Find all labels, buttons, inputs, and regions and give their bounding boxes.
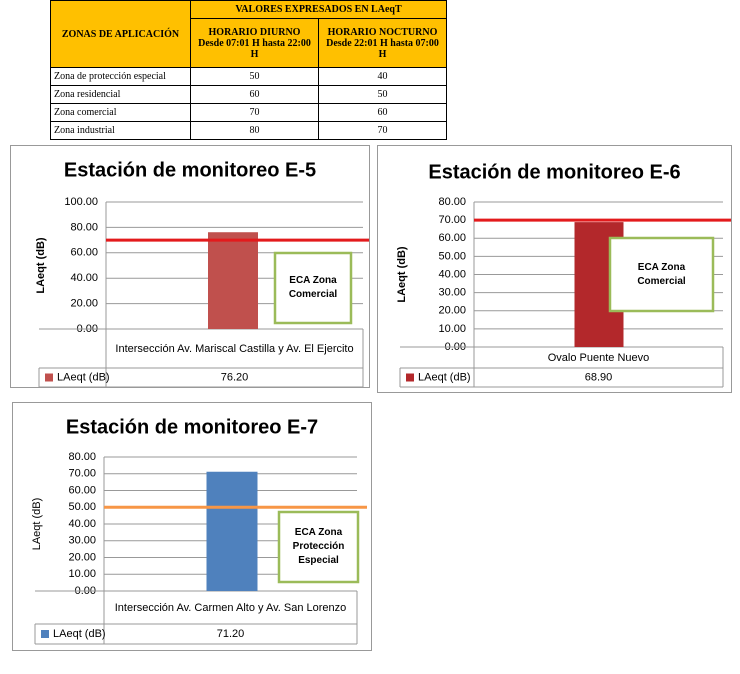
bar — [208, 232, 258, 329]
y-tick-label: 20.00 — [68, 551, 96, 563]
value-label: 71.20 — [217, 628, 245, 640]
cell: Zona residencial — [50, 85, 191, 104]
y-tick-label: 30.00 — [68, 535, 96, 547]
category-label-box: Intersección Av. Carmen Alto y Av. San L… — [114, 601, 347, 614]
cell: 80 — [190, 121, 319, 140]
y-tick-label: 50.00 — [438, 250, 466, 262]
annotation: ECA Zona Protección Especial — [292, 527, 345, 566]
y-tick-label: 60.00 — [70, 247, 98, 259]
cell: 50 — [318, 85, 447, 104]
column-header: HORARIO NOCTURNO Desde 22:01 H hasta 07:0… — [318, 18, 447, 68]
annotation-box: ECA Zona Comercial — [637, 261, 686, 287]
y-tick-label: 80.00 — [70, 221, 98, 233]
value-label: 76.20 — [221, 371, 249, 383]
legend-label: LAeqt (dB) — [418, 371, 471, 383]
category-label-box: Ovalo Puente Nuevo — [547, 351, 650, 364]
y-axis-label: LAeqt (dB) — [396, 246, 408, 303]
y-tick-label: 20.00 — [438, 305, 466, 317]
chart-title: Estación de monitoreo E-7 — [66, 416, 318, 438]
value-label: 68.90 — [585, 371, 613, 383]
cell: 40 — [318, 67, 447, 86]
y-tick-label: 10.00 — [68, 568, 96, 580]
legend-swatch — [41, 630, 49, 638]
column-header: HORARIO DIURNO Desde 07:01 H hasta 22:00 … — [190, 18, 319, 68]
cell: 60 — [190, 85, 319, 104]
category-label: Ovalo Puente Nuevo — [547, 351, 650, 364]
cell: Zona de protección especial — [50, 67, 191, 86]
annotation-frame — [608, 236, 715, 313]
column-title: HORARIO NOCTURNO — [327, 26, 438, 38]
y-axis-label: LAeqt (dB) — [31, 498, 43, 551]
cell: 50 — [190, 67, 319, 86]
column-subtitle: Desde 22:01 H hasta 07:00 H — [326, 37, 439, 60]
chart-panel: Estación de monitoreo E-5 LAeqt (dB) 0.00 2… — [10, 145, 373, 388]
y-tick-label: 30.00 — [438, 287, 466, 299]
y-tick-label: 50.00 — [68, 501, 96, 513]
category-label: Intersección Av. Mariscal Castilla y Av.… — [115, 342, 354, 355]
bar — [206, 471, 258, 591]
chart-panel: Estación de monitoreo E-7 LAeqt (dB) 0.00 1… — [12, 402, 372, 651]
annotation: ECA Zona Comercial — [637, 261, 686, 287]
chart-title: Estación de monitoreo E-5 — [64, 159, 316, 181]
annotation-frame — [273, 251, 353, 325]
y-tick-label: 80.00 — [438, 196, 466, 208]
annotation: ECA Zona Comercial — [288, 275, 338, 300]
chart-panel: Estación de monitoreo E-6 LAeqt (dB) 0.00 1… — [377, 145, 733, 393]
y-tick-label: 40.00 — [438, 268, 466, 280]
annotation-box: ECA Zona Comercial — [288, 275, 338, 300]
y-tick-label: 70.00 — [68, 468, 96, 480]
y-tick-label: 70.00 — [438, 214, 466, 226]
annotation-box: ECA Zona Protección Especial — [292, 527, 345, 566]
category-label-box: Intersección Av. Mariscal Castilla y Av.… — [115, 342, 354, 355]
limits-table: ZONAS DE APLICACIÓN VALORES EXPRESADOS E… — [50, 0, 447, 140]
y-tick-label: 60.00 — [438, 232, 466, 244]
cell: 70 — [190, 103, 319, 122]
y-tick-label: 40.00 — [70, 272, 98, 284]
cell: Zona industrial — [50, 121, 191, 140]
y-tick-label: 60.00 — [68, 484, 96, 496]
chart-title: Estación de monitoreo E-6 — [428, 161, 680, 183]
y-tick-label: 100.00 — [64, 196, 98, 208]
y-tick-label: 40.00 — [68, 518, 96, 530]
category-label: Intersección Av. Carmen Alto y Av. San L… — [114, 601, 347, 614]
annotation-frame — [277, 510, 360, 584]
column-subtitle: Desde 07:01 H hasta 22:00 H — [198, 37, 311, 60]
y-tick-label: 20.00 — [70, 298, 98, 310]
column-title: HORARIO DIURNO — [208, 26, 301, 38]
legend-swatch — [45, 373, 53, 382]
cell: 60 — [318, 103, 447, 122]
cell: Zona comercial — [50, 103, 191, 122]
legend-label: LAeqt (dB) — [53, 628, 106, 640]
cell: 70 — [318, 121, 447, 140]
zone-header: ZONAS DE APLICACIÓN — [50, 0, 191, 68]
values-header: VALORES EXPRESADOS EN LAeqT — [190, 0, 447, 19]
y-tick-label: 80.00 — [68, 451, 96, 463]
legend-label: LAeqt (dB) — [57, 371, 110, 383]
legend-swatch — [406, 373, 414, 382]
y-tick-label: 10.00 — [438, 323, 466, 335]
y-axis-label: LAeqt (dB) — [35, 237, 47, 294]
